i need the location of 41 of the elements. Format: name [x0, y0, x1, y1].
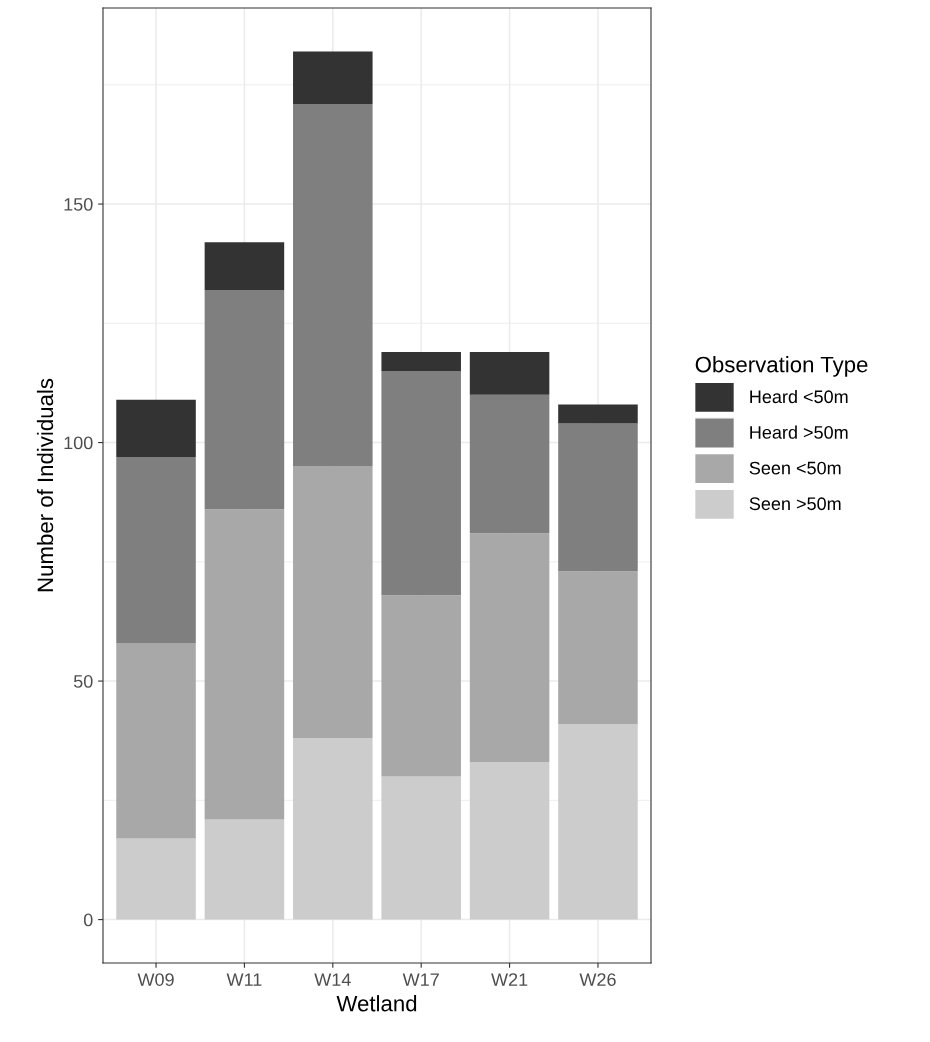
- bar: [469, 394, 550, 534]
- bar: [116, 456, 196, 643]
- legend-label: Seen <50m: [749, 461, 841, 475]
- bar: [204, 509, 285, 820]
- x-tick-label: W21: [491, 973, 528, 986]
- x-tick-label: W14: [314, 973, 351, 986]
- bar: [116, 399, 196, 457]
- bar: [469, 762, 550, 920]
- bar: [558, 423, 638, 572]
- y-tick-label: 150: [64, 197, 93, 211]
- legend-label: Heard >50m: [750, 425, 848, 439]
- bar: [293, 466, 373, 739]
- bar: [381, 351, 461, 372]
- y-tick-label: 50: [73, 675, 93, 688]
- y-tick-label: 0: [83, 913, 93, 927]
- bar: [116, 838, 196, 920]
- bar: [381, 776, 461, 920]
- bar: [204, 819, 285, 920]
- bar: [293, 103, 373, 467]
- x-tick-label: W26: [579, 973, 616, 986]
- legend-title: Observation Type: [695, 356, 868, 377]
- y-tick-label: 100: [64, 436, 93, 450]
- bar: [469, 351, 550, 395]
- bar: [381, 371, 461, 596]
- x-tick-label: W17: [402, 973, 439, 986]
- bar: [381, 595, 461, 777]
- legend-label: Seen >50m: [749, 497, 841, 511]
- bar: [293, 51, 373, 104]
- bar: [469, 533, 550, 763]
- x-tick-label: W11: [226, 973, 262, 986]
- bar: [558, 404, 638, 424]
- bar: [558, 571, 638, 725]
- bar: [204, 289, 285, 510]
- bar: [293, 738, 373, 920]
- x-axis-title: Wetland: [336, 995, 417, 1012]
- bar: [204, 242, 285, 290]
- bar: [558, 724, 638, 920]
- y-axis-title: Number of Individuals: [36, 378, 54, 592]
- bar: [116, 642, 196, 839]
- legend-label: Heard <50m: [750, 389, 848, 404]
- x-tick-label: W09: [137, 973, 174, 986]
